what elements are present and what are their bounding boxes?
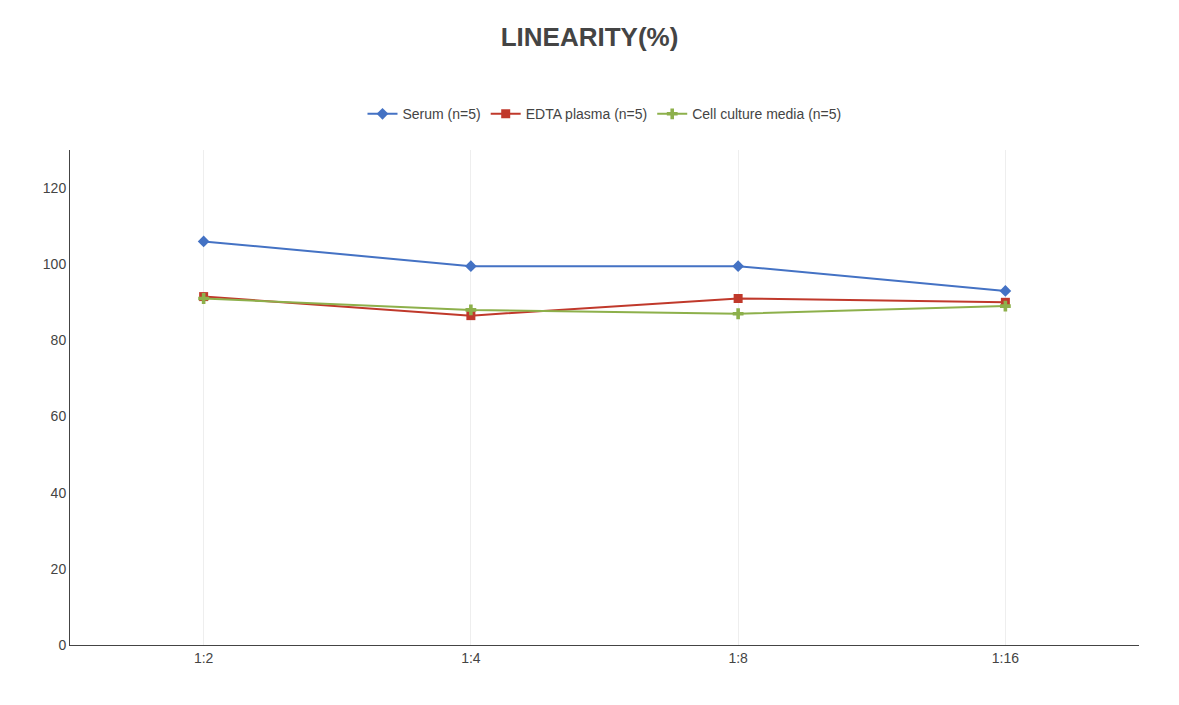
- svg-text:40: 40: [51, 485, 67, 501]
- svg-text:80: 80: [51, 332, 67, 348]
- svg-text:120: 120: [43, 180, 67, 196]
- svg-text:1:8: 1:8: [728, 650, 748, 666]
- svg-text:1:2: 1:2: [194, 650, 214, 666]
- svg-text:EDTA plasma (n=5): EDTA plasma (n=5): [526, 106, 648, 122]
- svg-text:Serum (n=5): Serum (n=5): [403, 106, 481, 122]
- svg-text:0: 0: [58, 637, 66, 653]
- svg-text:1:4: 1:4: [461, 650, 481, 666]
- svg-text:60: 60: [51, 408, 67, 424]
- svg-text:Cell culture media (n=5): Cell culture media (n=5): [692, 106, 841, 122]
- svg-text:LINEARITY(%): LINEARITY(%): [501, 22, 679, 52]
- svg-text:1:16: 1:16: [992, 650, 1019, 666]
- svg-text:20: 20: [51, 561, 67, 577]
- svg-text:100: 100: [43, 256, 67, 272]
